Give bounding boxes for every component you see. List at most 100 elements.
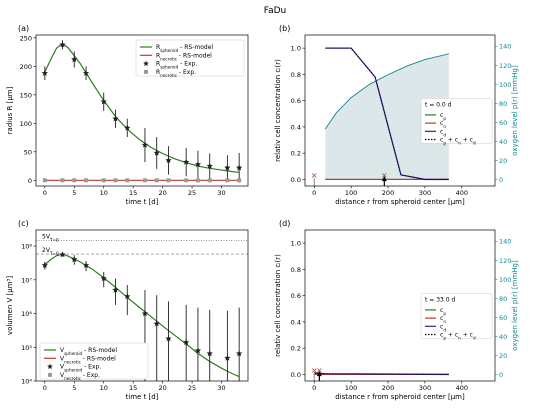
legend-label-base: c — [440, 315, 443, 322]
y-tick-label: 200 — [20, 63, 32, 71]
exp-spheroid-point — [236, 164, 243, 171]
legend-label-rest: - Exp. — [178, 61, 197, 68]
exp-spheroid-point — [71, 56, 78, 63]
exp-spheroid-point — [183, 158, 190, 165]
x-tick-label: 15 — [129, 384, 137, 392]
y-axis-label: radius R [µm] — [6, 86, 14, 134]
y-right-tick-label: 40 — [499, 333, 507, 341]
x-tick-label: 30 — [217, 189, 225, 197]
y-right-tick-label: 100 — [499, 81, 511, 89]
legend-label-base: V — [60, 372, 65, 379]
x-tick-label: 5 — [72, 189, 76, 197]
legend-label-text: + — [446, 332, 455, 339]
x-axis-label: distance r from spheroid center [µm] — [335, 198, 465, 206]
panel-label: (a) — [18, 24, 29, 33]
axes-frame — [304, 229, 496, 382]
exp-necrotic-point — [113, 178, 118, 183]
y-tick-label: 0.2 — [291, 345, 301, 353]
x-tick-label: 300 — [419, 189, 431, 197]
exp-necrotic-point — [42, 178, 47, 183]
legend-label-base: V — [60, 347, 65, 354]
y-right-tick-label: 140 — [499, 238, 511, 246]
exp-spheroid-point — [206, 350, 213, 357]
exp-spheroid-point — [236, 350, 243, 357]
exp-spheroid-point — [59, 251, 66, 258]
legend-label-sub: spheroid — [160, 64, 178, 69]
exp-spheroid-point — [183, 339, 190, 346]
legend-label-sub: p — [443, 310, 446, 315]
legend-label-sub: spheroid — [64, 351, 82, 356]
x-tick-label: 200 — [382, 189, 394, 197]
legend-label-rest: - RS-model — [178, 44, 213, 51]
x-tick-label: 10 — [100, 189, 108, 197]
y-right-tick-label: 60 — [499, 119, 507, 127]
legend-label: cn — [440, 120, 446, 128]
threshold-label-base: 2V — [42, 247, 51, 254]
legend-label-text: + — [446, 137, 455, 144]
exp-spheroid-point — [41, 69, 48, 76]
threshold-label: 5VT=0 — [42, 234, 59, 243]
exp-necrotic-point — [84, 178, 89, 183]
threshold-label-sub: T=0 — [49, 237, 59, 242]
legend-label-sub: p — [443, 115, 446, 120]
legend-label-base: R — [156, 44, 160, 51]
x-tick-label: 25 — [188, 384, 196, 392]
legend-label-sub: d — [473, 140, 476, 145]
panel-b: (b) 0 100 200 300 400 0.0 0.2 0.4 0.6 0.8 1.0 0 20 40 6… — [274, 24, 519, 206]
legend-box — [39, 342, 149, 380]
legend-label-base: c — [440, 120, 443, 127]
legend-label-base: V — [60, 355, 65, 362]
legend-label: cp — [440, 307, 446, 316]
y-tick-label: 250 — [20, 34, 32, 42]
legend-label-base: c — [440, 137, 443, 144]
legend-label-base: c — [455, 332, 458, 339]
legend-label: Rnecrotic - Exp. — [156, 69, 196, 78]
exp-spheroid-point — [165, 157, 172, 164]
threshold-label: 2VT=0 — [42, 247, 59, 256]
panel-label: (b) — [279, 24, 290, 33]
exp-spheroid-point — [206, 162, 213, 169]
exp-necrotic-point — [166, 178, 171, 183]
y-axis-label: relativ cell concentration cᵢ(r) — [274, 254, 282, 357]
sum-line — [325, 47, 449, 180]
exp-spheroid-point — [141, 310, 149, 317]
exp-spheroid-point — [82, 261, 90, 268]
exp-spheroid-point — [71, 256, 78, 263]
legend-label: Vspheroid - Exp. — [60, 364, 101, 373]
x-tick-label: 20 — [158, 189, 166, 197]
legend-label-rest: - RS-model — [81, 355, 116, 362]
x-tick-label: 20 — [158, 384, 166, 392]
x-tick-label: 400 — [456, 384, 468, 392]
y-tick-label: 0.0 — [291, 176, 301, 184]
x-axis-label: distance r from spheroid center [µm] — [335, 393, 465, 401]
panel-label: (c) — [18, 219, 29, 228]
legend-swatch-necrotic-exp — [144, 69, 148, 74]
legend-label-sub: spheroid — [64, 367, 82, 372]
marker-x — [382, 173, 387, 178]
y-right-axis-label: oxygen level p(r) [mmHg] — [511, 260, 519, 351]
panel-label: (d) — [279, 219, 290, 228]
y-tick-label: 100 — [20, 120, 32, 128]
axes-frame — [35, 34, 249, 187]
x-tick-label: 5 — [72, 384, 76, 392]
legend-label-sub: spheroid — [160, 48, 178, 53]
legend-label: Rnecrotic - RS-model — [156, 52, 212, 61]
x-tick-label: 30 — [217, 384, 225, 392]
y-axis-label: relativ cell concentration cᵢ(r) — [274, 59, 282, 162]
y-tick-label: 10⁷ — [21, 276, 32, 284]
y-right-tick-label: 140 — [499, 43, 511, 51]
legend-label-base: c — [470, 137, 473, 144]
threshold-label-base: 5V — [42, 234, 51, 241]
exp-spheroid-point — [112, 286, 119, 293]
legend-label-sub: necrotic — [160, 56, 178, 61]
oxygen-fill — [325, 53, 449, 180]
legend-label: cp + cn + cd — [440, 332, 476, 341]
exp-spheroid-point — [124, 293, 131, 300]
y-tick-label: 10⁴ — [21, 378, 32, 386]
y-tick-label: 0.4 — [291, 318, 301, 326]
legend-swatch-necrotic-exp — [48, 372, 52, 377]
y-right-tick-label: 60 — [499, 314, 507, 322]
